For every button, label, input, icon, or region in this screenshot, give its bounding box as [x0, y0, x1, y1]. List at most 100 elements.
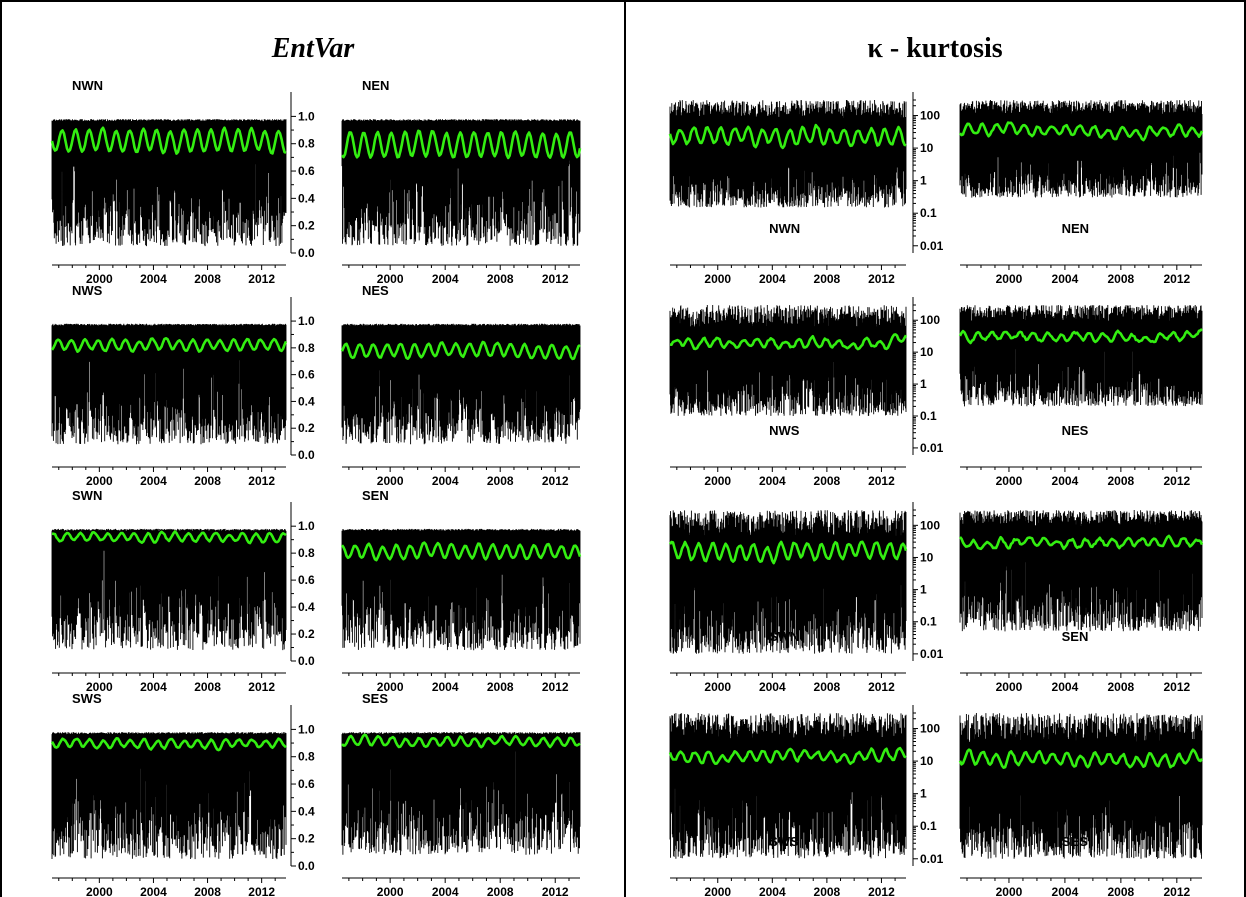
- kurtosis-panel-nes: 2000 2004 2008 2012 NES: [958, 305, 1203, 488]
- x-tick-label: 2004: [759, 272, 786, 286]
- y-tick-label: 0.2: [298, 219, 315, 233]
- x-tick-label: 2012: [1163, 272, 1190, 286]
- smooth-line-nes: [958, 328, 1203, 345]
- data-trace-ses: [959, 713, 1203, 859]
- y-tick-label: 1.0: [298, 519, 315, 533]
- smooth-line-nen: [341, 129, 582, 160]
- y-tick-label: 1: [920, 377, 927, 391]
- y-tick-label: 0.01: [920, 852, 944, 866]
- x-tick-label: 2004: [140, 474, 167, 488]
- x-tick-label: 2000: [377, 885, 404, 897]
- kurtosis-y-axis-row-2: 0.01 0.1 1 10 100: [912, 297, 944, 455]
- x-tick-label: 2008: [487, 885, 514, 897]
- x-tick-label: 2004: [759, 680, 786, 694]
- region-label-nwn: NWN: [769, 221, 800, 236]
- y-tick-label: 100: [920, 313, 940, 327]
- x-tick-label: 2004: [432, 474, 459, 488]
- x-tick-label: 2004: [140, 885, 167, 897]
- region-label-nes: NES: [1062, 423, 1089, 438]
- left-panel-title: EntVar: [271, 33, 356, 64]
- entvar-panel-nwn: 2000 2004 2008 2012 NWN: [50, 78, 287, 286]
- x-tick-label: 2000: [86, 885, 113, 897]
- x-tick-label: 2012: [542, 272, 569, 286]
- data-trace-nws: [51, 323, 287, 445]
- x-tick-label: 2012: [248, 474, 275, 488]
- region-label-nen: NEN: [362, 78, 389, 93]
- x-tick-label: 2012: [1163, 474, 1190, 488]
- data-trace-sen: [341, 528, 581, 651]
- y-tick-label: 10: [920, 141, 934, 155]
- y-tick-label: 10: [920, 550, 934, 564]
- y-tick-label: 0.6: [298, 164, 315, 178]
- region-label-nen: NEN: [1062, 221, 1089, 236]
- smooth-line-swn: [668, 540, 908, 565]
- region-label-nws: NWS: [769, 423, 800, 438]
- y-tick-label: 0.6: [298, 573, 315, 587]
- data-trace-nen: [959, 100, 1203, 198]
- data-trace-swn: [51, 528, 287, 651]
- x-tick-label: 2000: [704, 680, 731, 694]
- x-tick-label: 2012: [542, 885, 569, 897]
- x-tick-label: 2008: [814, 272, 841, 286]
- x-tick-label: 2004: [1052, 272, 1079, 286]
- y-tick-label: 0.01: [920, 441, 944, 455]
- x-tick-label: 2008: [194, 680, 221, 694]
- kurtosis-y-axis-row-4: 0.01 0.1 1 10 100: [912, 705, 944, 866]
- y-tick-label: 0.4: [298, 804, 315, 818]
- x-tick-label: 2004: [140, 680, 167, 694]
- x-tick-label: 2004: [1052, 474, 1079, 488]
- x-tick-label: 2012: [868, 885, 895, 897]
- entvar-y-axis-row-2: 0.0 0.2 0.4 0.6 0.8 1.0: [290, 297, 315, 462]
- x-tick-label: 2012: [542, 474, 569, 488]
- entvar-y-axis-row-1: 0.0 0.2 0.4 0.6 0.8 1.0: [290, 92, 315, 260]
- smooth-line-nen: [958, 121, 1204, 142]
- y-tick-label: 0.0: [298, 246, 315, 260]
- y-tick-label: 1.0: [298, 722, 315, 736]
- y-tick-label: 1.0: [298, 314, 315, 328]
- x-tick-label: 2008: [1108, 885, 1135, 897]
- smooth-line-ses: [341, 733, 581, 749]
- y-tick-label: 0.8: [298, 750, 315, 764]
- data-trace-sws: [51, 732, 287, 860]
- y-tick-label: 0.4: [298, 600, 315, 614]
- region-label-ses: SES: [362, 691, 388, 706]
- entvar-panel-sen: 2000 2004 2008 2012 SEN: [340, 488, 582, 694]
- data-trace-ses: [341, 732, 581, 856]
- y-tick-label: 0.0: [298, 448, 315, 462]
- x-tick-label: 2004: [759, 474, 786, 488]
- kappa-symbol: κ: [867, 33, 883, 64]
- x-tick-label: 2000: [86, 272, 113, 286]
- y-tick-label: 0.1: [920, 819, 937, 833]
- entvar-panel-ses: 2000 2004 2008 2012 SES: [341, 691, 581, 897]
- entvar-y-axis-row-4: 0.0 0.2 0.4 0.6 0.8 1.0: [290, 705, 315, 873]
- region-label-nws: NWS: [72, 283, 103, 298]
- kurtosis-y-axis-row-3: 0.01 0.1 1 10 100: [912, 502, 944, 661]
- x-tick-label: 2012: [868, 272, 895, 286]
- y-tick-label: 0.8: [298, 137, 315, 151]
- y-tick-label: 0.6: [298, 777, 315, 791]
- y-tick-label: 100: [920, 722, 940, 736]
- x-tick-label: 2008: [1108, 680, 1135, 694]
- x-tick-label: 2008: [487, 474, 514, 488]
- y-tick-label: 10: [920, 754, 934, 768]
- y-tick-label: 0.2: [298, 421, 315, 435]
- region-label-swn: SWN: [769, 629, 799, 644]
- data-trace-nen: [341, 119, 581, 246]
- entvar-panel-swn: 2000 2004 2008 2012 SWN: [51, 488, 287, 694]
- data-trace-nwn: [669, 100, 907, 208]
- region-label-ses: SES: [1062, 834, 1088, 849]
- right-title-text: - kurtosis: [883, 33, 1003, 64]
- x-tick-label: 2012: [248, 885, 275, 897]
- x-tick-label: 2012: [868, 474, 895, 488]
- smooth-line-nws: [50, 337, 288, 353]
- x-tick-label: 2000: [996, 680, 1023, 694]
- y-tick-label: 0.8: [298, 546, 315, 560]
- kurtosis-panel-sws: 2000 2004 2008 2012 SWS: [668, 713, 907, 897]
- x-tick-label: 2000: [704, 885, 731, 897]
- x-tick-label: 2008: [1108, 474, 1135, 488]
- x-tick-label: 2000: [996, 885, 1023, 897]
- y-tick-label: 0.0: [298, 654, 315, 668]
